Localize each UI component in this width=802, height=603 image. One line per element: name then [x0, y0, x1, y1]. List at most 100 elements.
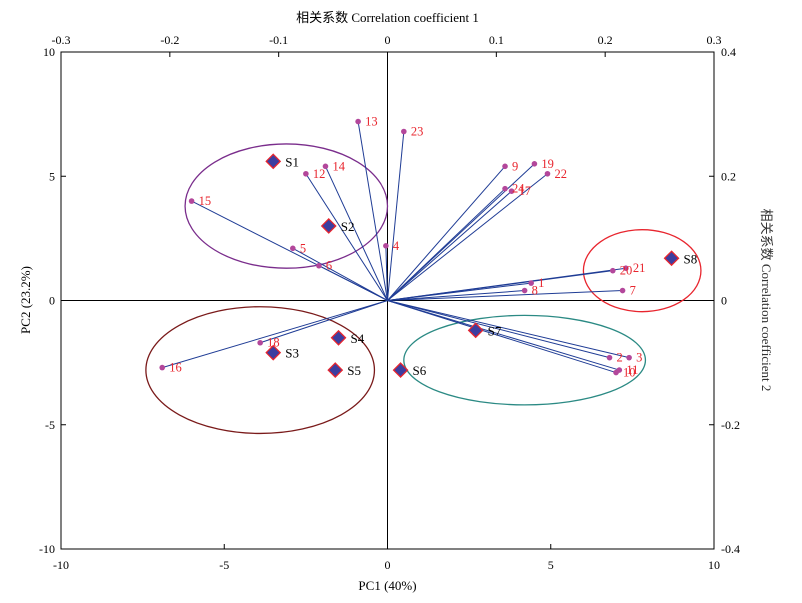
sample-marker-S3 [265, 344, 282, 361]
variable-point-6 [316, 262, 322, 269]
x-tick-label: 10 [708, 558, 720, 572]
loading-line-18 [260, 300, 388, 344]
variable-point-19 [531, 161, 538, 167]
loading-line-9 [387, 165, 506, 301]
top-x-tick-label: 0 [385, 33, 391, 47]
loading-line-13 [357, 121, 388, 301]
group-ellipse-purple [184, 143, 389, 269]
x-axis-title: PC1 (40%) [358, 578, 416, 593]
variable-label-8: 8 [532, 284, 538, 298]
loading-line-8 [387, 290, 525, 301]
variable-label-21: 21 [633, 261, 646, 275]
loading-line-22 [387, 173, 548, 301]
right-y-tick-label: -0.4 [721, 542, 740, 556]
group-ellipse-red [582, 229, 702, 313]
y-axis-title: PC2 (23.2%) [18, 266, 33, 334]
loading-line-14 [325, 166, 388, 301]
axis-ticks [60, 51, 715, 550]
x-tick-label: -5 [219, 558, 229, 572]
variable-point-23 [401, 128, 407, 135]
variable-point-8 [521, 287, 528, 294]
top-x-tick-label: 0.2 [598, 33, 613, 47]
variable-label-24: 24 [512, 182, 525, 196]
variable-point-14 [322, 163, 329, 170]
top-x-tick-label: -0.1 [269, 33, 288, 47]
top-x-tick-label: -0.2 [160, 33, 179, 47]
right-y-tick-label: -0.2 [721, 418, 740, 432]
y-tick-label: -10 [39, 542, 55, 556]
sample-label-S5: S5 [347, 363, 361, 378]
y-tick-label: 5 [49, 169, 55, 183]
variable-point-5 [290, 245, 296, 252]
loading-line-17 [387, 190, 512, 301]
variable-point-4 [383, 243, 389, 249]
variable-point-11 [616, 367, 623, 373]
variable-label-22: 22 [554, 167, 567, 181]
sample-label-S2: S2 [341, 219, 355, 234]
variable-label-6: 6 [326, 259, 332, 273]
loading-line-2 [387, 300, 610, 359]
variable-label-3: 3 [636, 351, 642, 365]
loading-lines [162, 121, 630, 374]
loading-line-7 [387, 290, 623, 301]
variable-point-18 [257, 339, 263, 346]
sample-marker-S1 [265, 153, 282, 170]
variable-point-15 [188, 198, 195, 204]
variable-label-15: 15 [199, 194, 212, 208]
sample-marker-S4 [330, 329, 347, 346]
right-y-tick-label: 0.4 [721, 45, 736, 59]
sample-labels: S1 S2 S3 S4 S5 S6 S7 S8 [285, 154, 697, 378]
loading-line-15 [191, 200, 388, 301]
variable-label-10: 10 [623, 366, 636, 380]
variable-label-12: 12 [313, 167, 326, 181]
top-x-tick-label: 0.3 [707, 33, 722, 47]
y-tick-label: 0 [49, 294, 55, 308]
variable-label-17: 17 [519, 184, 532, 198]
variable-label-2: 2 [617, 351, 623, 365]
variable-point-20 [609, 267, 616, 274]
sample-label-S7: S7 [488, 323, 502, 338]
sample-label-S6: S6 [413, 363, 427, 378]
variable-label-7: 7 [630, 284, 636, 298]
right-y-tick-label: 0.2 [721, 169, 736, 183]
variable-point-21 [623, 265, 629, 271]
loading-line-21 [387, 267, 626, 301]
variable-point-7 [619, 287, 626, 294]
sample-marker-S5 [327, 362, 344, 378]
sample-marker-S8 [663, 250, 680, 267]
variable-label-9: 9 [512, 159, 518, 173]
variable-label-14: 14 [332, 159, 345, 173]
loading-line-16 [162, 300, 388, 369]
sample-markers [265, 153, 680, 378]
variable-point-9 [502, 163, 508, 170]
variable-label-18: 18 [267, 336, 280, 350]
y-tick-label: -5 [45, 418, 55, 432]
top-x-tick-label: 0.1 [489, 33, 504, 47]
variable-point-3 [626, 354, 632, 361]
loading-line-12 [305, 173, 388, 301]
loading-line-23 [387, 131, 405, 301]
variable-point-1 [528, 280, 534, 286]
variable-point-22 [544, 170, 551, 177]
variable-label-20: 20 [620, 264, 633, 278]
sample-marker-S7 [467, 322, 484, 339]
variable-label-5: 5 [300, 241, 306, 255]
variable-label-1: 1 [538, 276, 544, 290]
loading-line-4 [385, 245, 388, 301]
variable-point-13 [355, 118, 361, 125]
right-y-tick-label: 0 [721, 294, 727, 308]
group-ellipse-darkred [145, 306, 376, 435]
variable-point-24 [502, 185, 508, 192]
group-ellipses [145, 143, 702, 435]
sample-label-S3: S3 [285, 346, 299, 361]
loading-line-11 [387, 300, 620, 371]
variable-label-23: 23 [411, 125, 424, 139]
sample-label-S4: S4 [351, 331, 365, 346]
variable-points [159, 118, 632, 376]
sample-marker-S2 [320, 218, 337, 234]
sample-label-S1: S1 [285, 154, 299, 169]
x-tick-label: 5 [548, 558, 554, 572]
variable-label-19: 19 [541, 157, 554, 171]
